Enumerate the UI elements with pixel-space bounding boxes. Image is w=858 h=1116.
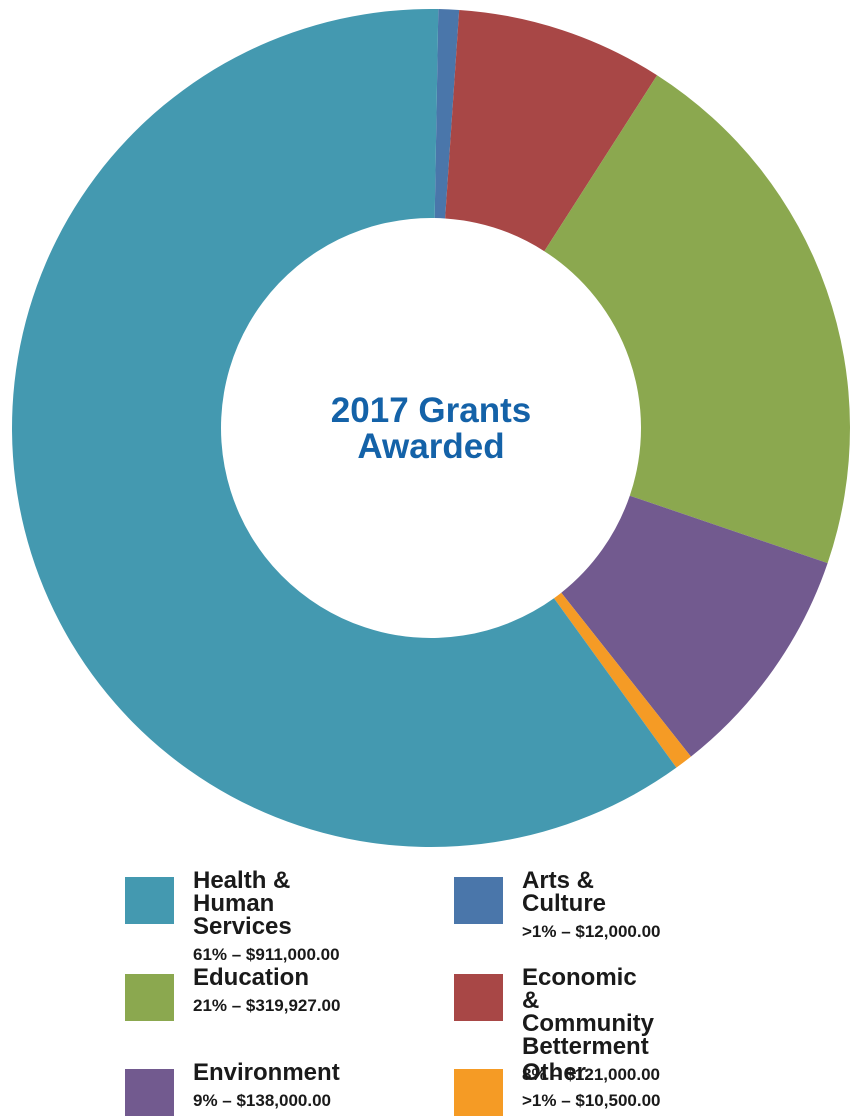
donut-slice-health-human-services (12, 8, 677, 847)
legend-swatch-health (125, 877, 174, 924)
donut-slice-environment (561, 495, 828, 757)
legend-value-arts: >1% – $12,000.00 (522, 922, 661, 941)
legend-name-health: Health & Human Services (193, 867, 292, 940)
legend-swatch-arts (454, 877, 503, 924)
legend-name-other: Other (522, 1059, 587, 1086)
legend-value-health: 61% – $911,000.00 (193, 945, 340, 964)
legend-value-economic: 8% – $121,000.00 (522, 1065, 661, 1084)
donut-slice-economic-community-betterment (445, 9, 658, 252)
donut-slices (12, 8, 850, 847)
legend-value-education: 21% – $319,927.00 (193, 996, 341, 1015)
legend-swatch-education (125, 974, 174, 1021)
donut-slice-arts-culture (434, 9, 460, 219)
chart-center-title-line: Awarded (357, 427, 504, 466)
legend-swatch-environment (125, 1069, 174, 1116)
donut-slice-education (544, 75, 850, 564)
chart-center-title-line: 2017 Grants (331, 391, 531, 430)
donut-chart: 2017 Grants Awarded (12, 8, 850, 847)
legend-name-education: Education (193, 964, 310, 991)
legend-value-other: >1% – $10,500.00 (522, 1091, 661, 1110)
legend-swatch-other (454, 1069, 503, 1116)
legend-name-environment: Environment (193, 1059, 340, 1086)
legend-swatch-economic (454, 974, 503, 1021)
legend-name-arts: Arts & Culture (522, 867, 606, 917)
donut-slice-other (553, 592, 691, 768)
legend-name-economic: Economic & Community Betterment (522, 964, 654, 1060)
legend-value-environment: 9% – $138,000.00 (193, 1091, 332, 1110)
chart-center-title: 2017 Grants Awarded (331, 391, 531, 466)
